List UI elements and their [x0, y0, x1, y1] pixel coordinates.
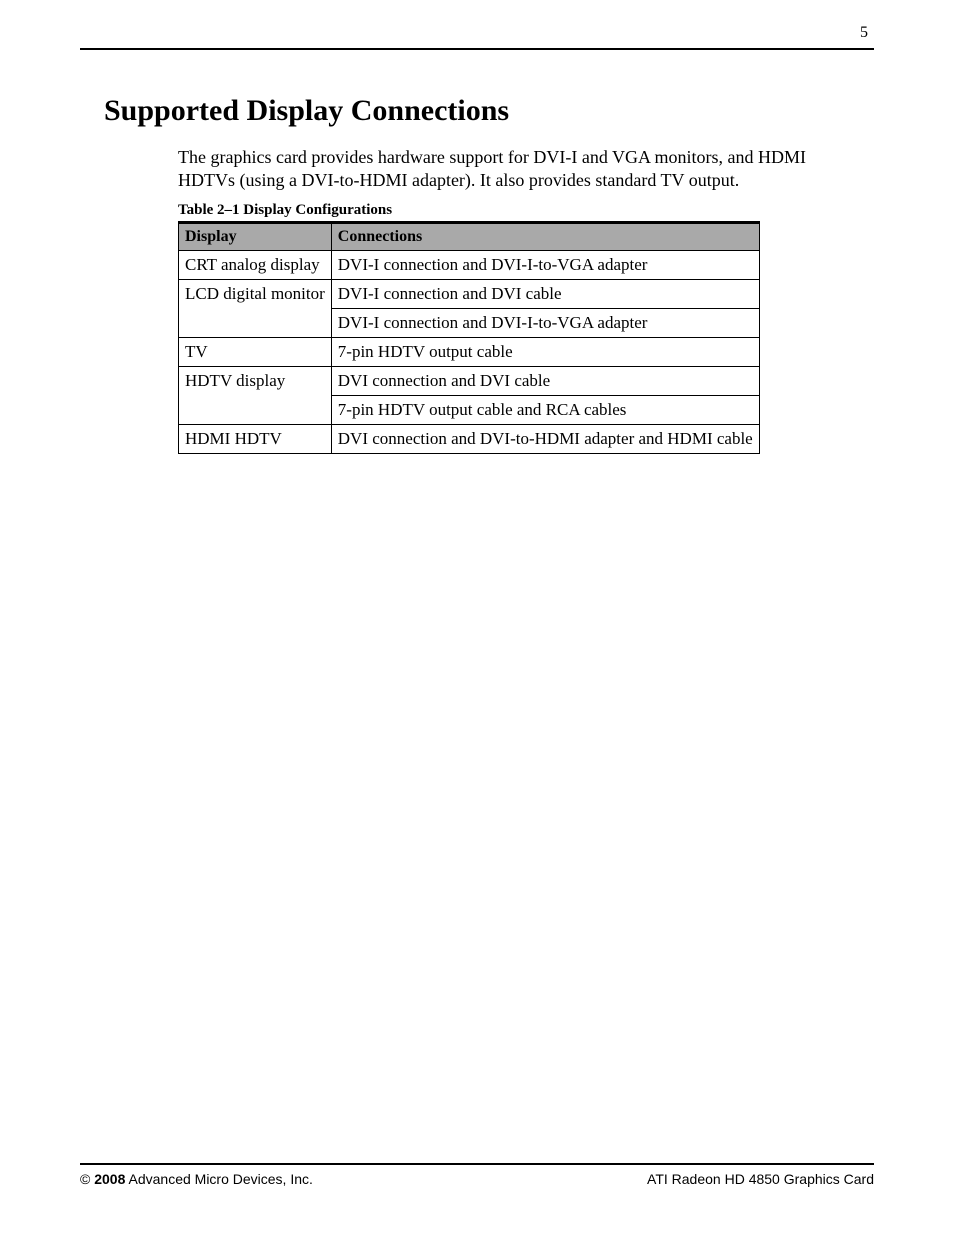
table-row: TV7-pin HDTV output cable	[179, 338, 760, 367]
copyright-company: Advanced Micro Devices, Inc.	[129, 1171, 313, 1187]
table-row: 7-pin HDTV output cable and RCA cables	[179, 396, 760, 425]
footer-product: ATI Radeon HD 4850 Graphics Card	[647, 1171, 874, 1187]
cell-connection: DVI connection and DVI-to-HDMI adapter a…	[331, 425, 759, 454]
cell-connection: DVI-I connection and DVI-I-to-VGA adapte…	[331, 251, 759, 280]
table-row: LCD digital monitorDVI-I connection and …	[179, 280, 760, 309]
intro-paragraph: The graphics card provides hardware supp…	[178, 146, 864, 192]
col-connections: Connections	[331, 223, 759, 251]
cell-display	[179, 309, 332, 338]
footer-copyright: © 2008 Advanced Micro Devices, Inc.	[80, 1171, 313, 1187]
table-row: DVI-I connection and DVI-I-to-VGA adapte…	[179, 309, 760, 338]
col-display: Display	[179, 223, 332, 251]
cell-connection: 7-pin HDTV output cable and RCA cables	[331, 396, 759, 425]
cell-connection: DVI-I connection and DVI-I-to-VGA adapte…	[331, 309, 759, 338]
cell-display: TV	[179, 338, 332, 367]
page-footer: © 2008 Advanced Micro Devices, Inc. ATI …	[80, 1163, 874, 1187]
cell-display: CRT analog display	[179, 251, 332, 280]
table-row: HDTV displayDVI connection and DVI cable	[179, 367, 760, 396]
cell-display: HDMI HDTV	[179, 425, 332, 454]
top-rule	[80, 48, 874, 50]
cell-display	[179, 396, 332, 425]
section-heading: Supported Display Connections	[104, 94, 874, 128]
page-number: 5	[80, 24, 874, 42]
cell-connection: DVI connection and DVI cable	[331, 367, 759, 396]
cell-display: HDTV display	[179, 367, 332, 396]
cell-connection: DVI-I connection and DVI cable	[331, 280, 759, 309]
copyright-year: 2008	[94, 1171, 125, 1187]
footer-rule	[80, 1163, 874, 1165]
table-caption: Table 2–1 Display Configurations	[178, 202, 874, 219]
display-config-table: Display Connections CRT analog displayDV…	[178, 221, 760, 454]
table-row: CRT analog displayDVI-I connection and D…	[179, 251, 760, 280]
cell-display: LCD digital monitor	[179, 280, 332, 309]
table-row: HDMI HDTVDVI connection and DVI-to-HDMI …	[179, 425, 760, 454]
cell-connection: 7-pin HDTV output cable	[331, 338, 759, 367]
copyright-symbol: ©	[80, 1171, 90, 1187]
table-header-row: Display Connections	[179, 223, 760, 251]
